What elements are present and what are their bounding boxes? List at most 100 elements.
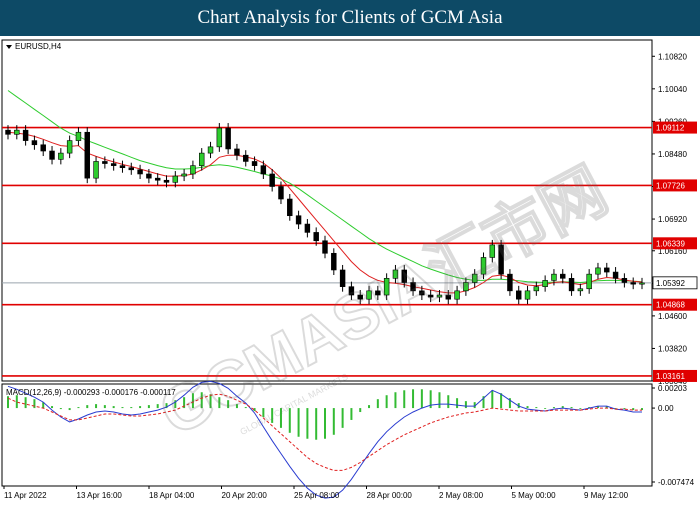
macd-panel-frame bbox=[1, 383, 653, 487]
candle-body bbox=[339, 269, 346, 287]
candle-body bbox=[489, 244, 496, 258]
candle-body bbox=[551, 273, 557, 281]
macd-tick-label: 0.00203 bbox=[658, 384, 687, 393]
candle-body bbox=[287, 198, 293, 217]
candle-body bbox=[278, 186, 284, 200]
level-label: 1.06339 bbox=[656, 239, 685, 248]
level-label-box bbox=[653, 121, 697, 134]
macd-histogram-bar bbox=[341, 408, 344, 428]
candle-body bbox=[128, 167, 134, 171]
macd-histogram-bar bbox=[500, 393, 503, 409]
macd-histogram-bar bbox=[139, 406, 142, 409]
candle-body bbox=[93, 161, 99, 179]
macd-histogram-bar bbox=[121, 407, 124, 409]
candle-body bbox=[445, 294, 451, 300]
candle-body bbox=[75, 131, 82, 141]
candle-body bbox=[313, 232, 319, 242]
x-tick-label: 9 May 12:00 bbox=[584, 491, 629, 500]
macd-histogram-bar bbox=[262, 408, 265, 417]
x-tick-label: 28 Apr 00:00 bbox=[367, 491, 413, 500]
candle-body bbox=[401, 269, 407, 283]
candle-body bbox=[383, 278, 390, 296]
macd-tick-label: -0.007474 bbox=[658, 478, 695, 487]
macd-histogram-bar bbox=[156, 404, 159, 409]
macd-histogram-bar bbox=[7, 396, 9, 409]
macd-histogram-bar bbox=[552, 407, 555, 409]
macd-histogram-bar bbox=[297, 408, 300, 437]
level-label-box bbox=[653, 369, 697, 382]
candle-body bbox=[612, 271, 619, 279]
level-label: 1.04868 bbox=[656, 301, 685, 310]
candle-body bbox=[595, 267, 601, 275]
price-tick-label: 1.04600 bbox=[658, 312, 687, 321]
title-banner: Chart Analysis for Clients of GCM Asia bbox=[0, 0, 700, 36]
price-panel-frame bbox=[1, 39, 653, 382]
macd-histogram-bar bbox=[165, 403, 168, 409]
macd-histogram-bar bbox=[24, 397, 27, 409]
macd-histogram-bar bbox=[86, 405, 89, 409]
candle-body bbox=[251, 161, 258, 166]
macd-histogram-bar bbox=[174, 400, 177, 409]
candle-body bbox=[269, 173, 275, 187]
candle-body bbox=[630, 282, 636, 285]
candle-body bbox=[40, 144, 46, 152]
macd-histogram-bar bbox=[306, 408, 309, 439]
candle-body bbox=[49, 150, 55, 160]
candle-body bbox=[304, 223, 311, 233]
macd-histogram-bar bbox=[623, 408, 626, 410]
candle-body bbox=[66, 140, 73, 154]
candle-body bbox=[533, 286, 540, 292]
macd-histogram-bar bbox=[614, 408, 617, 409]
candle-body bbox=[568, 278, 575, 292]
macd-histogram-bar bbox=[561, 406, 564, 409]
macd-histogram-bar bbox=[200, 392, 203, 409]
macd-histogram-bar bbox=[605, 406, 608, 409]
candle-body bbox=[216, 127, 223, 148]
candle-body bbox=[639, 282, 645, 285]
macd-histogram-bar bbox=[324, 408, 326, 439]
candle-body bbox=[119, 165, 126, 169]
macd-histogram-bar bbox=[526, 406, 529, 409]
macd-histogram-bar bbox=[59, 408, 62, 410]
macd-histogram-bar bbox=[51, 406, 54, 409]
macd-histogram-bar bbox=[315, 408, 318, 440]
banner-title: Chart Analysis for Clients of GCM Asia bbox=[197, 7, 503, 28]
candle-body bbox=[542, 280, 548, 287]
macd-histogram-bar bbox=[544, 408, 547, 409]
candle-body bbox=[463, 282, 469, 292]
x-tick-label: 18 Apr 04:00 bbox=[149, 491, 195, 500]
current-price-box bbox=[652, 276, 698, 290]
macd-histogram-bar bbox=[130, 407, 133, 409]
candle-body bbox=[84, 131, 90, 179]
macd-histogram-bar bbox=[42, 402, 45, 409]
candle-body bbox=[524, 290, 531, 300]
macd-histogram-bar bbox=[473, 402, 476, 409]
macd-histogram-bar bbox=[112, 406, 115, 409]
candle-body bbox=[199, 152, 205, 166]
macd-histogram-bar bbox=[350, 408, 353, 420]
candle-body bbox=[516, 290, 522, 300]
macd-histogram-bar bbox=[579, 408, 582, 409]
macd-signal-line bbox=[7, 393, 642, 471]
candle-body bbox=[392, 269, 399, 279]
macd-histogram-bar bbox=[147, 405, 150, 409]
level-label-box bbox=[653, 179, 697, 192]
price-tick-label: 1.10820 bbox=[658, 52, 687, 61]
x-tick-label: 2 May 08:00 bbox=[439, 491, 484, 500]
macd-histogram-bar bbox=[456, 398, 459, 409]
macd-histogram-bar bbox=[420, 389, 423, 409]
candle-body bbox=[225, 127, 231, 150]
macd-histogram-bar bbox=[447, 395, 450, 409]
macd-label: MACD(12,26,9) -0.000293 -0.000176 -0.000… bbox=[6, 388, 176, 397]
price-tick-label: 1.08480 bbox=[658, 150, 687, 159]
candle-body bbox=[5, 129, 11, 135]
candle-body bbox=[181, 173, 187, 177]
candle-body bbox=[137, 169, 143, 175]
x-tick-label: 25 Apr 08:00 bbox=[294, 491, 340, 500]
candle-body bbox=[190, 165, 196, 175]
macd-histogram-bar bbox=[632, 408, 635, 411]
macd-histogram-bar bbox=[103, 405, 106, 409]
macd-histogram-bar bbox=[588, 407, 591, 409]
macd-histogram-bar bbox=[209, 394, 212, 409]
macd-histogram-bar bbox=[403, 390, 406, 409]
